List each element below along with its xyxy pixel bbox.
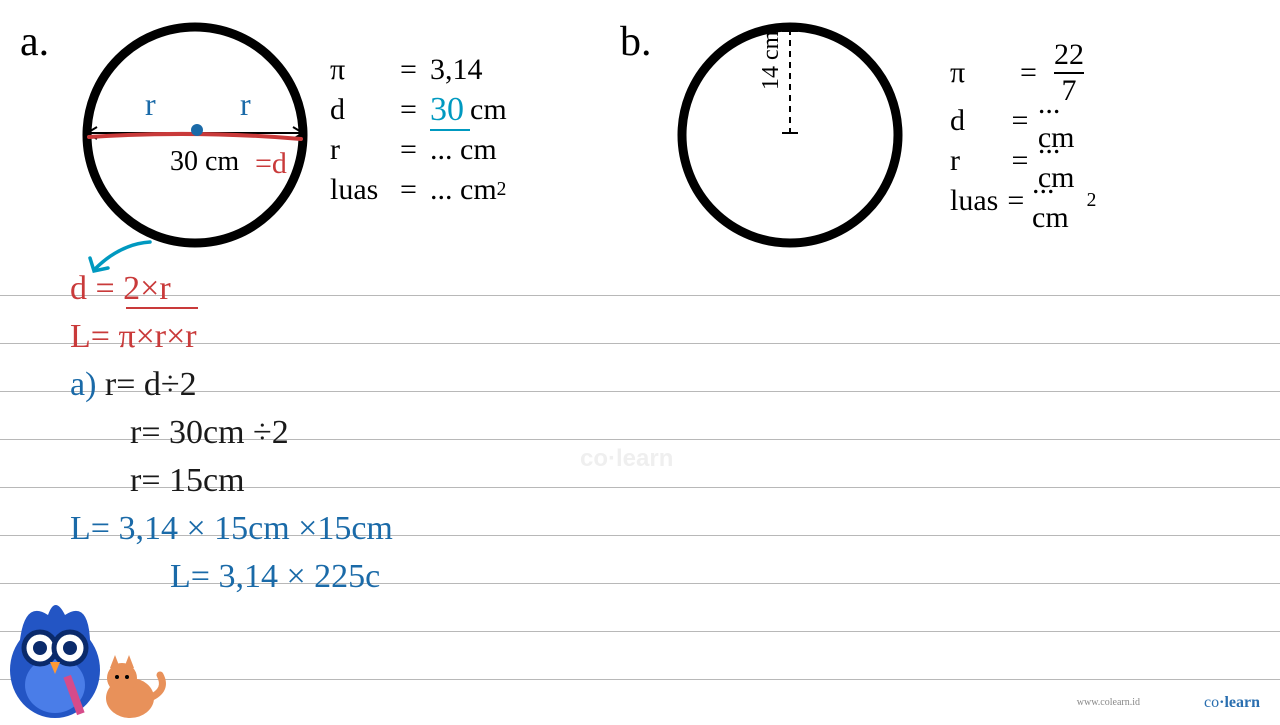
work-a2: r= 30cm ÷2 xyxy=(70,409,393,457)
eq-b-luas-var: luas xyxy=(950,184,1007,218)
eq-a-luas-sup: 2 xyxy=(497,179,507,201)
eq-a-luas: luas = ... cm2 xyxy=(330,170,507,210)
work-area: d = 2×r L= π×r×r a) r= d÷2 r= 30cm ÷2 r=… xyxy=(70,265,393,601)
eq-a-d-hw: 30 xyxy=(430,91,464,128)
eye-right xyxy=(63,641,77,655)
eq-b-r-var: r xyxy=(950,144,1012,178)
eq-a-luas-val: ... cm xyxy=(430,173,497,207)
eq-a-d-hw-underline xyxy=(430,129,470,131)
footer-url: www.colearn.id xyxy=(1077,697,1140,708)
equations-b: π = 22 7 d = ... cm r = ... cm luas = ..… xyxy=(950,45,1096,221)
formula-d-underline xyxy=(126,307,198,309)
formula-d-text: d = 2×r xyxy=(70,270,171,307)
eq-b-luas-val: ... cm xyxy=(1032,167,1087,235)
watermark-text: co·learn xyxy=(580,445,673,473)
work-a1-prefix: a) xyxy=(70,366,96,403)
problem-b-letter: b. xyxy=(620,18,652,66)
formula-L: L= π×r×r xyxy=(70,313,393,361)
eq-a-r-eq: = xyxy=(400,133,430,167)
equations-a: π = 3,14 d = 30 cm r = ... cm luas = ...… xyxy=(330,50,507,210)
diameter-label-a: 30 cm xyxy=(170,146,239,177)
cat-eye-l xyxy=(115,675,119,679)
eq-a-pi-val: 3,14 xyxy=(430,53,483,87)
eq-a-d-var: d xyxy=(330,93,400,127)
eq-a-luas-eq: = xyxy=(400,173,430,207)
mascot-svg xyxy=(0,590,180,720)
eq-b-luas-eq: = xyxy=(1007,184,1032,218)
eq-a-pi: π = 3,14 xyxy=(330,50,507,90)
formula-d: d = 2×r xyxy=(70,265,393,313)
eq-b-pi-var: π xyxy=(950,56,1020,90)
eq-b-d-var: d xyxy=(950,104,1012,138)
cat-ear-r xyxy=(124,655,134,668)
eq-a-pi-var: π xyxy=(330,53,400,87)
cat-tail xyxy=(150,675,162,698)
work-a3: r= 15cm xyxy=(70,457,393,505)
work-a4: L= 3,14 × 15cm ×15cm xyxy=(70,505,393,553)
hw-eq-d: =d xyxy=(255,147,287,180)
eq-b-luas: luas = ... cm2 xyxy=(950,181,1096,221)
eq-a-d: d = 30 cm xyxy=(330,90,507,130)
eq-a-r-var: r xyxy=(330,133,400,167)
eq-b-luas-sup: 2 xyxy=(1087,190,1097,212)
eye-left xyxy=(33,641,47,655)
circle-a-svg: r r 30 cm =d xyxy=(75,15,315,255)
radius-label-b: 14 cm xyxy=(758,30,784,90)
footer-brand: co·learn xyxy=(1204,694,1260,712)
center-dot xyxy=(191,124,203,136)
eq-a-d-eq: = xyxy=(400,93,430,127)
circle-b: 14 cm xyxy=(670,15,910,260)
eq-a-r: r = ... cm xyxy=(330,130,507,170)
hw-r-right: r xyxy=(240,86,251,122)
eq-a-luas-var: luas xyxy=(330,173,400,207)
eq-a-r-val: ... cm xyxy=(430,133,497,167)
problem-a-letter: a. xyxy=(20,18,49,66)
work-a1: a) r= d÷2 xyxy=(70,361,393,409)
eq-a-pi-eq: = xyxy=(400,53,430,87)
eq-b-pi-eq: = xyxy=(1020,56,1050,90)
ruled-line xyxy=(0,631,1280,632)
eq-b-d-eq: = xyxy=(1012,104,1038,138)
eq-a-d-suffix: cm xyxy=(470,93,507,127)
hw-r-left: r xyxy=(145,86,156,122)
circle-b-svg: 14 cm xyxy=(670,15,910,255)
frac-top: 22 xyxy=(1054,40,1084,70)
cat-ear-l xyxy=(110,655,120,668)
ruled-line xyxy=(0,679,1280,680)
work-a1-text: r= d÷2 xyxy=(96,366,196,403)
circle-a: r r 30 cm =d xyxy=(75,15,315,260)
mascot xyxy=(0,590,180,720)
cat-eye-r xyxy=(125,675,129,679)
